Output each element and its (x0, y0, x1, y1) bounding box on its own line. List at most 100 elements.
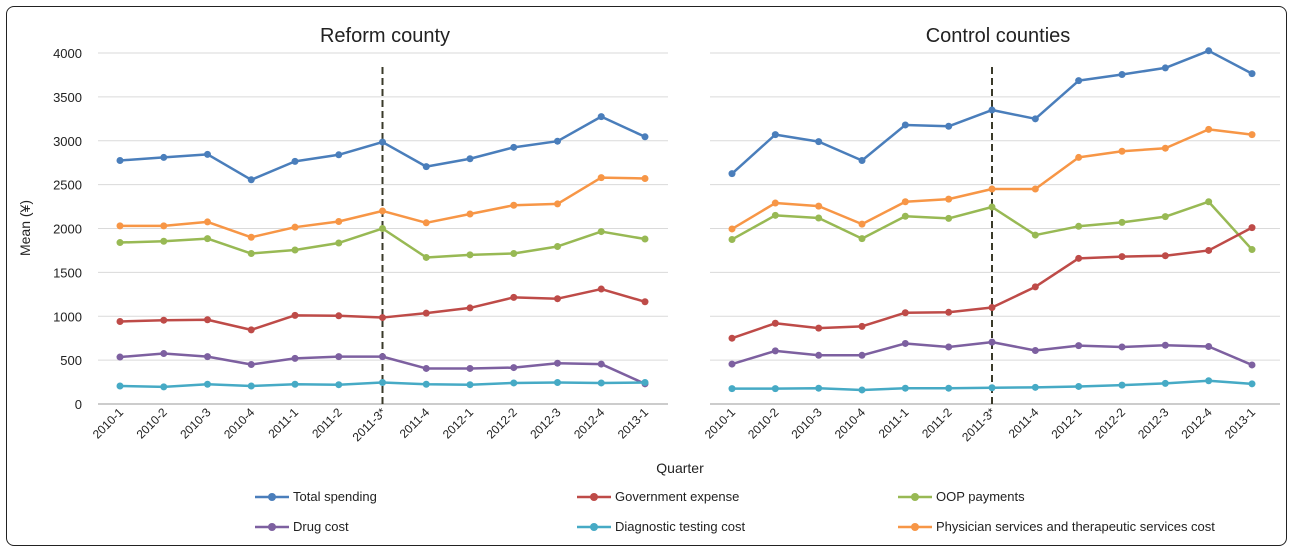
data-point (160, 350, 168, 358)
data-point (771, 211, 779, 219)
legend-marker (590, 523, 598, 531)
data-point (901, 212, 909, 220)
panel-reform-county: Reform county 0 500 1000 1500 2000 2500 3000 350… (53, 25, 668, 444)
data-point (901, 198, 909, 206)
legend-label: Diagnostic testing cost (615, 519, 745, 534)
y-tick-label: 3500 (53, 90, 82, 105)
data-point (1031, 383, 1039, 391)
data-point (466, 251, 474, 259)
data-point (247, 326, 255, 334)
data-point (1118, 253, 1126, 261)
legend: Total spending Government expense OOP paym… (255, 489, 1215, 534)
data-point (247, 361, 255, 369)
data-point (815, 202, 823, 210)
series-diagnostic-testing-cost (116, 379, 649, 391)
data-point (335, 239, 343, 247)
data-point (422, 253, 430, 261)
data-point (901, 121, 909, 129)
data-point (1205, 47, 1213, 55)
data-point (728, 235, 736, 243)
legend-marker (590, 493, 598, 501)
data-point (466, 381, 474, 389)
y-axis-label: Mean (¥) (17, 200, 33, 256)
series-drug-cost (728, 338, 1256, 369)
y-tick-label: 3000 (53, 134, 82, 149)
y-tick-label: 2500 (53, 178, 82, 193)
data-point (1161, 64, 1169, 72)
panel-control-counties: Control counties 2010-1 2010-2 2010-3 2010-4… (702, 25, 1280, 444)
x-tick-label: 2012-1 (440, 405, 477, 442)
legend-item-government-expense: Government expense (577, 489, 739, 504)
data-point (116, 318, 124, 326)
data-point (554, 379, 561, 387)
data-point (945, 214, 953, 222)
data-point (554, 242, 561, 250)
data-point (204, 218, 211, 226)
legend-item-drug-cost: Drug cost (255, 519, 349, 534)
data-point (597, 360, 605, 368)
x-tick-label: 2010-4 (832, 405, 869, 442)
data-point (1248, 246, 1256, 254)
data-point (291, 223, 299, 231)
x-tick-label: 2011-3* (350, 405, 389, 444)
series-total-spending (116, 113, 649, 184)
data-point (291, 246, 299, 254)
legend-label: OOP payments (936, 489, 1025, 504)
data-point (510, 201, 518, 209)
series-government-expense (116, 285, 649, 334)
data-point (1075, 382, 1083, 390)
data-point (160, 316, 168, 324)
data-point (204, 380, 211, 388)
x-tick-label: 2010-2 (134, 405, 171, 442)
data-point (858, 386, 866, 394)
data-point (422, 219, 430, 227)
y-tick-label: 4000 (53, 46, 82, 61)
panel-title: Control counties (926, 25, 1071, 47)
series-diagnostic-testing-cost (728, 377, 1256, 394)
data-point (466, 364, 474, 372)
data-point (945, 343, 953, 351)
series-physician-services-and-therapeutic-services-cost (728, 125, 1256, 233)
data-point (597, 379, 605, 387)
data-point (1031, 185, 1039, 193)
series-physician-services-and-therapeutic-services-cost (116, 174, 649, 241)
y-tick-label: 0 (75, 397, 82, 412)
data-point (1205, 198, 1213, 206)
data-point (291, 311, 299, 319)
data-point (1075, 77, 1083, 85)
legend-item-physician-services-and-therapeutic-services-cost: Physician services and therapeutic servi… (898, 519, 1215, 534)
data-point (858, 351, 866, 359)
data-point (1075, 222, 1083, 230)
data-point (597, 174, 605, 182)
x-tick-label: 2011-2 (309, 405, 345, 441)
x-tick-label: 2012-3 (527, 405, 564, 442)
data-point (771, 199, 779, 207)
data-point (815, 214, 823, 222)
data-point (116, 222, 124, 230)
data-point (1205, 246, 1213, 254)
x-tick-label: 2012-1 (1048, 405, 1085, 442)
data-point (510, 379, 518, 387)
data-point (160, 383, 168, 391)
x-tick-label: 2010-1 (90, 405, 127, 442)
data-point (1161, 252, 1169, 260)
data-point (641, 174, 649, 182)
data-point (858, 156, 866, 164)
series-government-expense (728, 224, 1256, 342)
data-point (988, 203, 996, 211)
data-point (510, 250, 518, 258)
x-tick-label: 2011-4 (1006, 405, 1042, 441)
data-point (1118, 70, 1126, 78)
data-point (160, 222, 168, 230)
data-point (945, 308, 953, 316)
x-tick-label: 2012-2 (1092, 405, 1129, 442)
data-point (116, 239, 124, 247)
data-point (815, 384, 823, 392)
data-point (247, 176, 255, 184)
data-point (1075, 254, 1083, 262)
data-point (510, 364, 518, 372)
data-point (641, 379, 649, 387)
data-point (641, 298, 649, 306)
data-point (466, 210, 474, 218)
data-point (1248, 361, 1256, 369)
